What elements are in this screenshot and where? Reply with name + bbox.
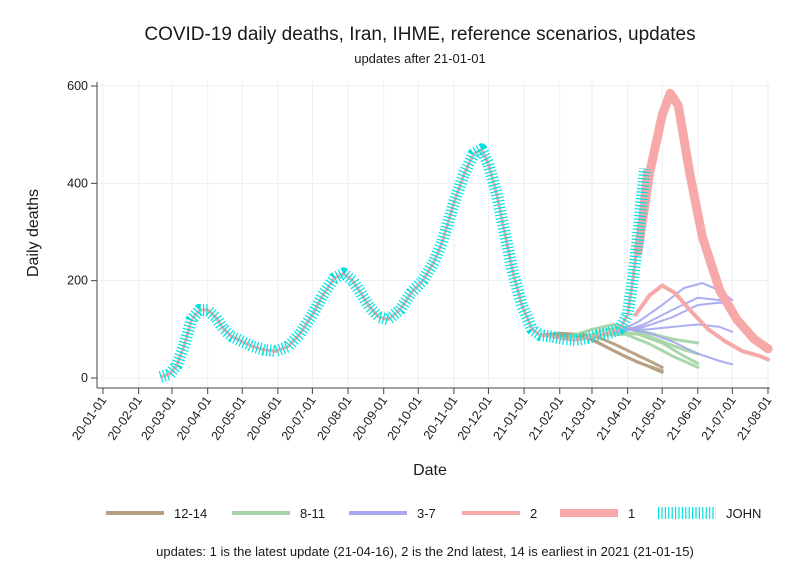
- legend-label: 3-7: [417, 506, 436, 521]
- y-tick-label: 600: [67, 79, 88, 93]
- series-line-3-7: [618, 301, 734, 333]
- chart-title: COVID-19 daily deaths, Iran, IHME, refer…: [144, 24, 695, 45]
- legend-label: 8-11: [300, 506, 325, 521]
- legend-label: JOHN: [726, 506, 761, 521]
- x-axis-title: Date: [413, 462, 447, 479]
- x-ticks: 20-01-0120-02-0120-03-0120-04-0120-05-01…: [69, 388, 774, 443]
- x-tick-label: 20-10-01: [385, 394, 425, 443]
- x-tick-label: 20-01-01: [69, 394, 109, 443]
- x-tick-label: 20-05-01: [208, 394, 248, 443]
- x-tick-label: 21-05-01: [628, 394, 668, 443]
- legend-label: 2: [530, 506, 537, 521]
- y-tick-label: 400: [67, 176, 88, 190]
- series-line-john: [158, 143, 651, 383]
- y-ticks: 0 200 400 600: [67, 79, 97, 385]
- x-tick-label: 20-07-01: [279, 394, 319, 443]
- x-tick-label: 20-12-01: [455, 394, 495, 443]
- x-tick-label: 21-08-01: [734, 394, 774, 443]
- legend: 12-14 8-11 3-7 2 1 JOHN: [106, 506, 761, 521]
- chart-note: updates: 1 is the latest update (21-04-1…: [156, 544, 694, 559]
- x-tick-label: 21-07-01: [699, 394, 739, 443]
- y-tick-label: 200: [67, 274, 88, 288]
- chart-subtitle: updates after 21-01-01: [354, 51, 486, 66]
- y-axis-title: Daily deaths: [25, 189, 42, 277]
- legend-label: 12-14: [174, 506, 207, 521]
- grid: [97, 82, 770, 388]
- axes: [96, 82, 770, 389]
- x-tick-label: 21-01-01: [490, 394, 530, 443]
- series-line-8-11: [600, 332, 700, 369]
- series-line-3-7: [624, 323, 734, 333]
- series-line-1: [633, 88, 773, 354]
- y-tick-label: 0: [81, 371, 88, 385]
- series-line-2: [633, 283, 770, 362]
- plot-area: [158, 88, 773, 383]
- legend-label: 1: [628, 506, 635, 521]
- x-tick-label: 20-08-01: [314, 394, 354, 443]
- x-tick-label: 20-03-01: [138, 394, 178, 443]
- series-line-3-7: [626, 328, 734, 366]
